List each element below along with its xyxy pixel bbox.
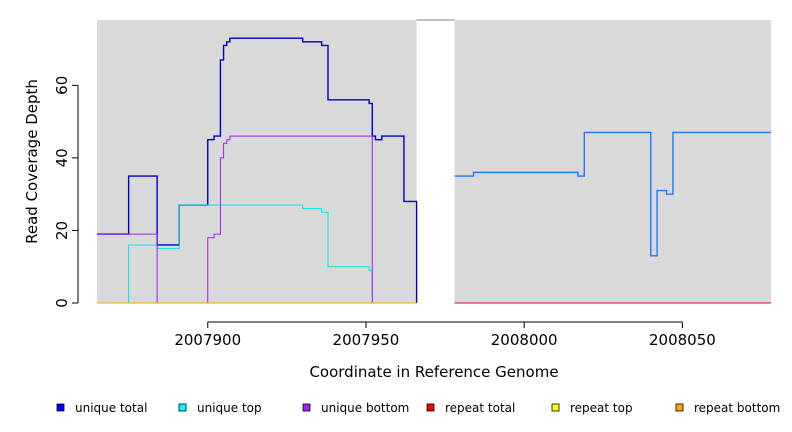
- legend-label-repeat-bottom: repeat bottom: [694, 401, 780, 415]
- legend-swatch-unique-total: [56, 403, 65, 412]
- gap-region: [416, 20, 455, 304]
- legend-label-unique-bottom: unique bottom: [321, 401, 409, 415]
- axes-layer: 2007900 2007950 2008000 2008050 0 20 40 60: [53, 76, 716, 349]
- y-tick-label: 60: [53, 76, 71, 95]
- x-tick-label: 2008000: [491, 331, 558, 349]
- legend-label-repeat-top: repeat top: [570, 401, 633, 415]
- legend-swatch-repeat-total: [426, 403, 435, 412]
- x-axis-title: Coordinate in Reference Genome: [309, 363, 558, 381]
- series-line-unique-total-second-segment-: [454, 131, 771, 257]
- legend-swatch-unique-top: [178, 403, 187, 412]
- legend-swatch-unique-bottom: [302, 403, 311, 412]
- y-axis-title: Read Coverage Depth: [23, 79, 41, 244]
- y-tick-label: 20: [53, 221, 71, 240]
- x-tick-label: 2007900: [174, 331, 241, 349]
- y-tick-label: 0: [53, 298, 71, 308]
- x-tick-label: 2008050: [649, 331, 716, 349]
- series-line-unique-top: [97, 204, 417, 304]
- legend: unique total unique top unique bottom repea…: [56, 401, 780, 415]
- legend-label-repeat-total: repeat total: [445, 401, 515, 415]
- legend-label-unique-total: unique total: [75, 401, 147, 415]
- x-tick-label: 2007950: [333, 331, 400, 349]
- legend-swatch-repeat-top: [551, 403, 560, 412]
- series-layer: [97, 37, 771, 304]
- legend-swatch-repeat-bottom: [675, 403, 684, 412]
- y-tick-label: 40: [53, 148, 71, 167]
- legend-label-unique-top: unique top: [197, 401, 262, 415]
